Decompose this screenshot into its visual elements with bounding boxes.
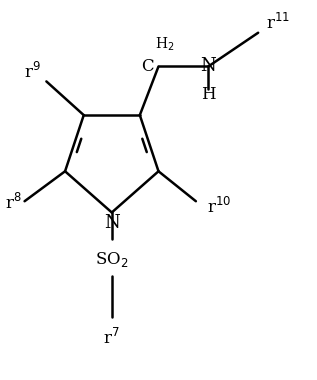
Text: r$^7$: r$^7$ [103,328,120,348]
Text: r$^9$: r$^9$ [24,62,41,82]
Text: C: C [141,58,153,75]
Text: r$^{10}$: r$^{10}$ [207,197,231,217]
Text: N: N [104,214,120,232]
Text: r$^8$: r$^8$ [5,193,22,213]
Text: H$_2$: H$_2$ [155,36,175,53]
Text: r$^{11}$: r$^{11}$ [267,13,290,33]
Text: N: N [200,57,216,76]
Text: SO$_2$: SO$_2$ [95,250,128,269]
Text: H: H [201,86,216,103]
